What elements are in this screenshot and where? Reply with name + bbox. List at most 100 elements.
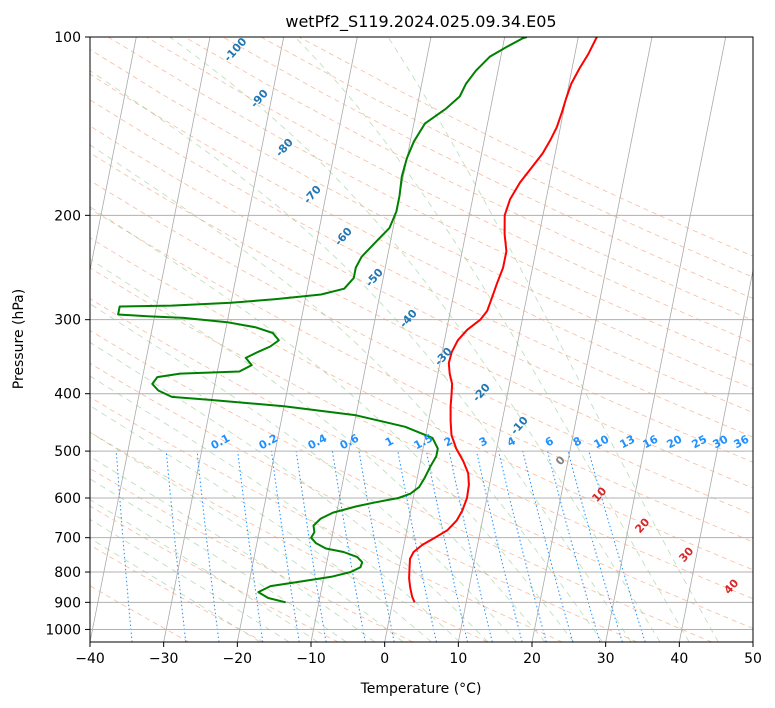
x-tick-label: −30 [149, 651, 179, 667]
mixing-ratio-label: 30 [711, 432, 731, 451]
dry-adiabat-label: 30 [676, 544, 696, 564]
x-axis-ticks: −40 −30 −20 −10 0 10 20 30 40 50 [75, 642, 762, 667]
moist-adiabat-line [294, 37, 690, 642]
dry-adiabat-label: 40 [721, 576, 741, 596]
mixing-ratio-line [425, 451, 468, 642]
dry-adiabat-label: -20 [470, 381, 493, 405]
dry-adiabat-line [90, 585, 189, 642]
mixing-ratio-line [448, 450, 493, 642]
isotherm-line [678, 268, 753, 642]
mixing-ratio-label: 20 [665, 432, 685, 451]
mixing-ratio-label: 6 [543, 434, 556, 449]
pressure-gridlines [90, 37, 753, 630]
x-tick-label: 10 [449, 651, 467, 667]
dry-adiabat-line [90, 362, 638, 642]
dry-adiabat-label: -50 [363, 266, 386, 290]
mixing-ratio-label: 8 [571, 434, 584, 449]
mixing-ratio-line [358, 451, 395, 642]
y-tick-label: 400 [54, 387, 81, 403]
moist-adiabat-line [90, 431, 404, 642]
mixing-ratio-line [498, 450, 547, 642]
y-tick-label: 600 [54, 491, 81, 507]
x-tick-label: −10 [296, 651, 326, 667]
plot-frame [89, 36, 754, 643]
mixing-ratio-line [331, 451, 366, 642]
moist-adiabat-line [90, 70, 632, 642]
dry-adiabat-line [90, 99, 753, 438]
moist-adiabat-line [90, 405, 432, 642]
dry-adiabat-line [90, 467, 414, 642]
dry-adiabat-label: -80 [273, 136, 296, 160]
y-tick-label: 700 [54, 531, 81, 547]
mixing-ratio-label: 1 [383, 434, 396, 449]
isotherm-line [457, 37, 579, 642]
dry-adiabat-line [107, 37, 753, 366]
moist-adiabat-line [90, 478, 347, 642]
moist-adiabat-line [387, 37, 719, 642]
mixing-ratio-label: 16 [641, 432, 661, 451]
dry-adiabat-line [90, 125, 753, 463]
x-tick-label: −20 [223, 651, 253, 667]
mixing-ratio-label: 13 [618, 433, 638, 452]
x-tick-label: 20 [523, 651, 541, 667]
isotherm-line [384, 37, 506, 642]
x-axis-label: Temperature (°C) [360, 681, 482, 697]
y-tick-label: 1000 [45, 622, 81, 638]
x-tick-label: 0 [380, 651, 389, 667]
dry-adiabat-line [90, 267, 753, 600]
dry-adiabat-line [90, 208, 753, 543]
dry-adiabat-line [184, 37, 753, 321]
mixing-ratio-label: 36 [732, 432, 752, 451]
mixing-ratio-label: 3 [477, 434, 490, 449]
isotherm-line [752, 639, 753, 642]
profile-series [117, 37, 598, 604]
dry-adiabat-label: 10 [589, 484, 609, 504]
x-tick-label: −40 [75, 651, 105, 667]
dry-adiabat-line [90, 73, 753, 414]
dry-adiabat-label: 20 [632, 515, 652, 535]
dry-adiabat-label: 0 [553, 453, 568, 468]
mixing-ratio-line [547, 450, 601, 642]
mixing-ratio-line [522, 450, 574, 642]
dry-adiabat-line [90, 152, 753, 489]
y-tick-label: 800 [54, 565, 81, 581]
y-tick-label: 100 [54, 30, 81, 46]
moist-adiabat-line [90, 206, 574, 642]
moist-adiabat-line [90, 518, 290, 642]
moist-adiabat-line [169, 37, 661, 642]
mixing-ratio-label: 10 [592, 432, 612, 451]
isotherm-line [605, 37, 727, 642]
mixing-ratio-line [270, 451, 300, 642]
mixing-ratio-line [567, 450, 623, 642]
moist-adiabat-line [90, 258, 546, 642]
background-lines [90, 37, 753, 642]
x-tick-label: 40 [670, 651, 688, 667]
x-tick-label: 30 [597, 651, 615, 667]
y-axis-ticks: 1000 900 800 700 600 500 400 300 200 100 [45, 30, 90, 638]
y-tick-label: 500 [54, 444, 81, 460]
x-tick-label: 50 [744, 651, 762, 667]
dry-adiabat-label: -60 [332, 225, 355, 249]
moist-adiabat-line [90, 537, 261, 642]
mixing-ratio-line [295, 451, 327, 642]
dry-adiabat-line [90, 237, 753, 571]
dry-adiabat-line [90, 298, 753, 629]
moist-adiabat-line [90, 303, 517, 642]
isotherm-line [236, 37, 358, 642]
dry-adiabat-line [90, 396, 563, 642]
dry-adiabat-line [90, 180, 753, 516]
dry-adiabat-label: -100 [221, 35, 249, 64]
mixing-ratio-line [397, 451, 437, 642]
y-tick-label: 900 [54, 595, 81, 611]
moist-adiabat-line [90, 499, 319, 642]
profile-line [117, 37, 528, 604]
chart-title: wetPf2_S119.2024.025.09.34.E05 [285, 12, 556, 32]
isotherm-line [531, 37, 653, 642]
dry-adiabat-label: -30 [432, 345, 455, 369]
profile-line [408, 37, 598, 603]
mixing-ratio-line [476, 450, 523, 642]
mixing-ratio-line [115, 451, 133, 642]
dry-adiabat-line [90, 505, 339, 642]
moist-adiabat-line [90, 456, 376, 642]
